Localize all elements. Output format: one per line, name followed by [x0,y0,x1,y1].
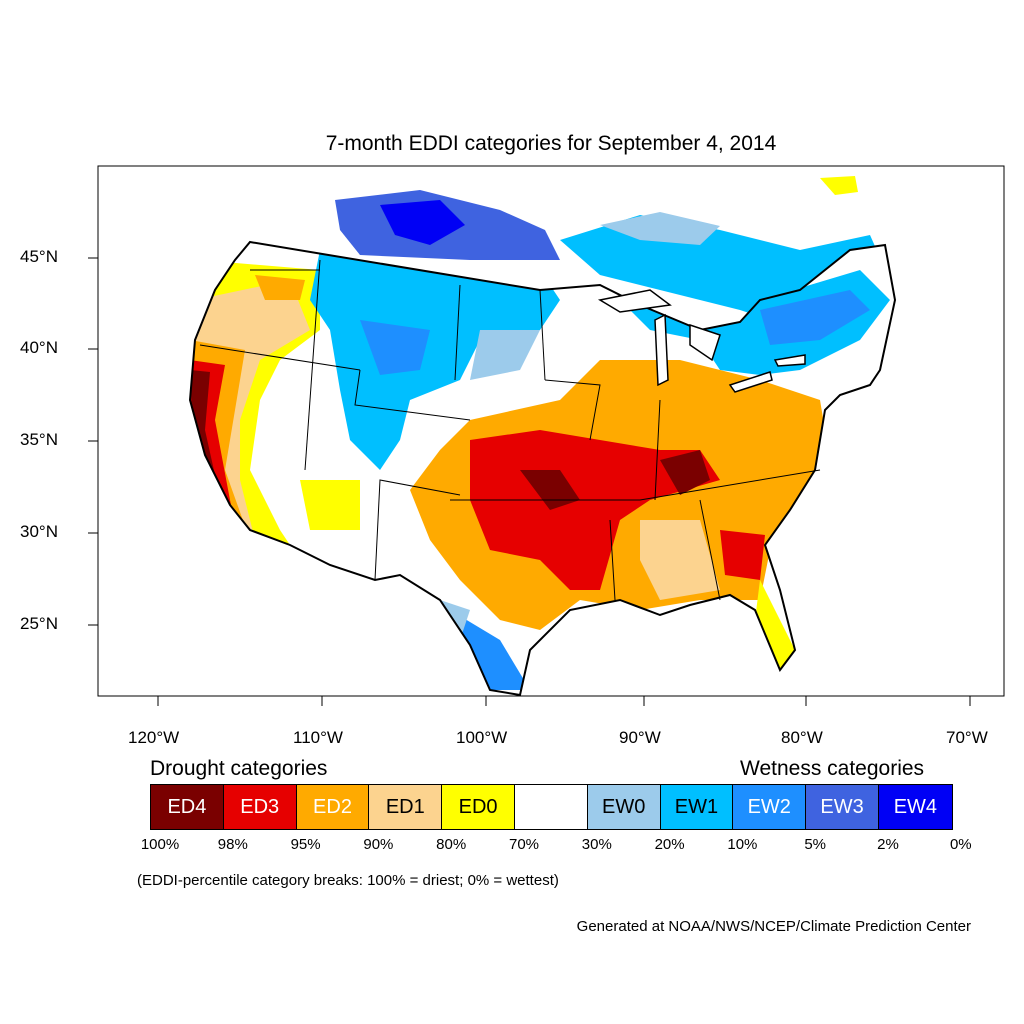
dry-patch-north [820,176,858,195]
dry-region-alabama-ed1 [640,520,720,600]
lat-label-40n: 40°N [20,338,58,357]
percentile-label: 80% [436,836,467,853]
lon-label-110w: 110°W [293,728,343,747]
state-borders [199,259,821,601]
legend-cell-ew3: EW3 [806,785,879,829]
wet-light-plains [470,330,540,380]
lat-label-25n: 25°N [20,614,58,633]
credit-line: Generated at NOAA/NWS/NCEP/Climate Predi… [576,918,971,935]
legend-cell-ed4: ED4 [151,785,224,829]
legend-cell-ed2: ED2 [296,785,370,829]
wet-region-northern-plains [310,250,560,470]
dry-patch-arizona [300,480,360,530]
wet-core-rockies [360,320,430,375]
percentile-label: 5% [804,836,827,853]
lat-label-45n: 45°N [20,247,58,266]
dry-region-florida [755,580,795,670]
dry-core-kentucky [660,450,710,495]
lon-label-80w: 80°W [781,728,823,747]
percentile-label: 2% [877,836,899,853]
dry-patch-georgia [720,530,765,580]
legend-cell-ew1: EW1 [660,785,734,829]
percentile-label: 100% [140,836,180,853]
percentile-label: 98% [217,836,248,853]
lat-label-35n: 35°N [20,430,58,449]
lon-label-100w: 100°W [456,728,508,747]
great-lakes [597,289,806,393]
wet-light-canada [600,212,720,245]
legend-cell-ed0: ED0 [442,785,515,829]
percentile-label: 30% [581,836,612,853]
map-title: 7-month EDDI categories for September 4,… [325,132,777,155]
percentile-label: 20% [654,836,685,853]
wetness-heading: Wetness categories [740,757,925,780]
percentile-label: 10% [727,836,758,853]
dry-patch-oregon [255,275,305,300]
percentile-label: 95% [290,836,321,853]
category-note: (EDDI-percentile category breaks: 100% =… [137,872,559,889]
percentile-label: 90% [363,836,394,853]
lat-label-30n: 30°N [20,522,58,541]
legend-cell-neutral [514,785,588,829]
category-legend: ED4 ED3 ED2 ED1 ED0 EW0 EW1 EW2 EW3 EW4 [150,784,953,830]
lon-label-90w: 90°W [619,728,661,747]
wet-core-canada [380,200,465,245]
drought-heading: Drought categories [150,757,328,780]
legend-cell-ew0: EW0 [587,785,661,829]
legend-cell-ew4: EW4 [878,785,952,829]
legend-cell-ed3: ED3 [223,785,297,829]
legend-cell-ew2: EW2 [733,785,807,829]
percentile-label: 0% [949,836,972,853]
lon-label-70w: 70°W [946,728,988,747]
wet-core-new-england [760,290,870,345]
percentile-label: 70% [508,836,540,853]
axis-ticks [88,257,971,706]
legend-cell-ed1: ED1 [369,785,443,829]
us-outline [188,240,897,696]
lon-label-120w: 120°W [128,728,180,747]
